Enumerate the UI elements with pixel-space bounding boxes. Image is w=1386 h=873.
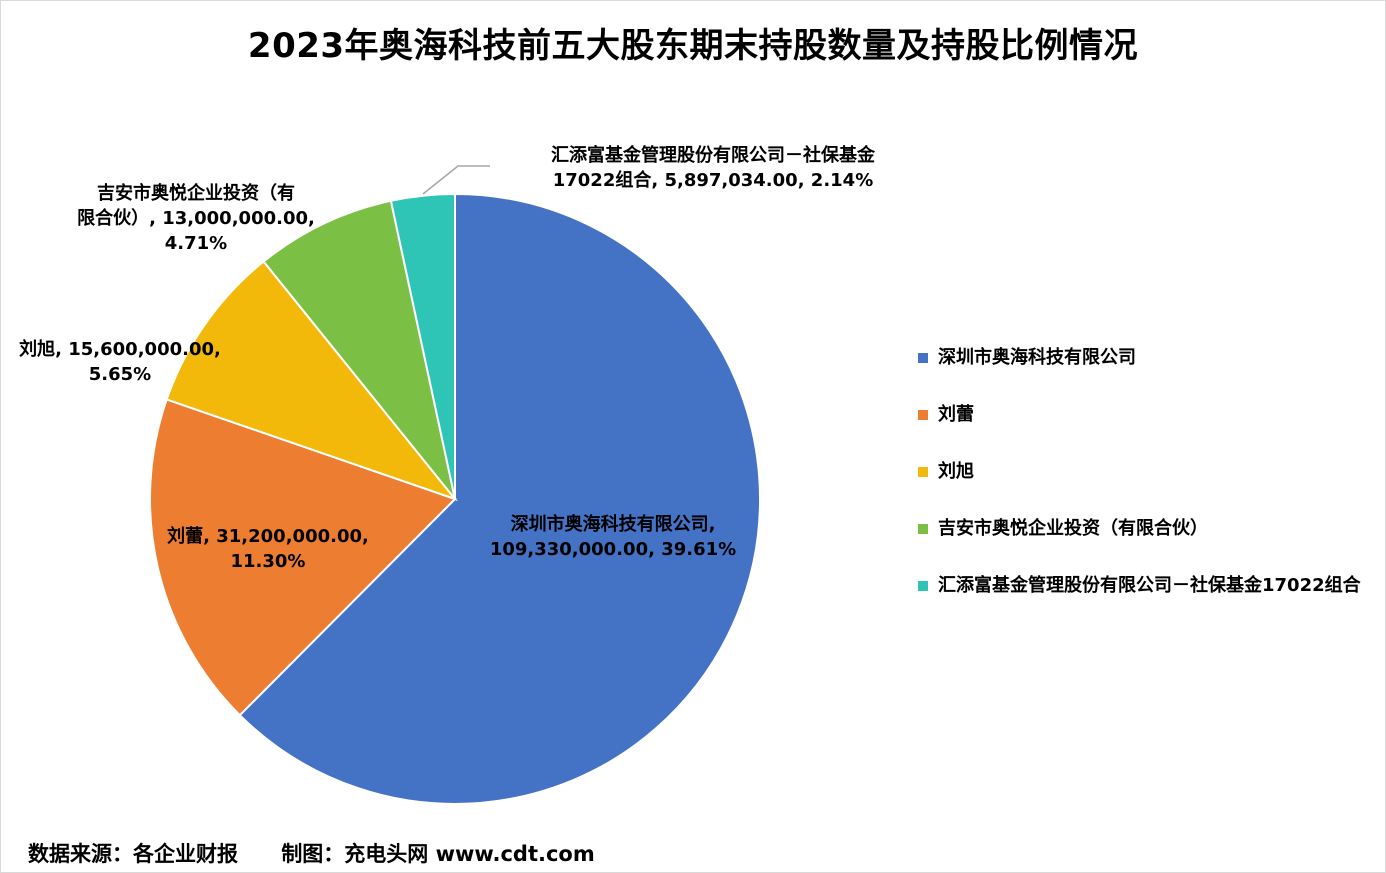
legend-swatch (918, 581, 928, 591)
pie-slice-jian-aoyue (262, 199, 456, 500)
pie-slice-huitianfu (389, 192, 456, 500)
data-label-line: 109,330,000.00, 39.61% (489, 539, 737, 560)
data-label-slice-4: 吉安市奥悦企业投资（有 限合伙）, 13,000,000.00, 4.71% (56, 181, 336, 256)
legend-swatch (918, 410, 928, 420)
legend-label: 深圳市奥海科技有限公司 (938, 347, 1136, 368)
data-label-slice-1: 深圳市奥海科技有限公司, 109,330,000.00, 39.61% (468, 512, 758, 562)
chart-legend: 深圳市奥海科技有限公司 刘蕾 刘旭 吉安市奥悦企业投资（有限合伙） 汇添富基金管… (918, 346, 1378, 631)
leader-line (422, 165, 490, 195)
legend-label: 汇添富基金管理股份有限公司－社保基金17022组合 (938, 575, 1361, 596)
data-label-line: 5.65% (88, 364, 152, 385)
data-label-line: 吉安市奥悦企业投资（有 (97, 183, 295, 204)
legend-item: 刘旭 (918, 460, 1378, 483)
pie-slice-liu-xu (165, 260, 458, 502)
legend-item: 汇添富基金管理股份有限公司－社保基金17022组合 (918, 574, 1378, 597)
legend-swatch (918, 353, 928, 363)
pie-slice-shenzhen-aohai (238, 192, 761, 805)
data-label-line: 限合伙）, 13,000,000.00, (77, 208, 315, 229)
data-label-slice-5: 汇添富基金管理股份有限公司－社保基金 17022组合, 5,897,034.00… (488, 143, 938, 193)
data-label-line: 深圳市奥海科技有限公司, (510, 514, 716, 535)
data-label-line: 11.30% (230, 551, 306, 572)
legend-swatch (918, 467, 928, 477)
chart-title: 2023年奥海科技前五大股东期末持股数量及持股比例情况 (247, 26, 1139, 66)
legend-item: 刘蕾 (918, 403, 1378, 426)
legend-label: 刘旭 (938, 461, 974, 482)
chart-footer: 数据来源：各企业财报 制图：充电头网 www.cdt.com (28, 838, 631, 868)
legend-label: 吉安市奥悦企业投资（有限合伙） (938, 518, 1208, 539)
legend-item: 深圳市奥海科技有限公司 (918, 346, 1378, 369)
data-label-line: 刘蕾, 31,200,000.00, (167, 526, 369, 547)
legend-swatch (918, 524, 928, 534)
data-label-line: 汇添富基金管理股份有限公司－社保基金 (551, 145, 875, 166)
data-label-line: 刘旭, 15,600,000.00, (19, 339, 221, 360)
source-note: 数据来源：各企业财报 (28, 842, 238, 866)
data-label-line: 4.71% (164, 233, 228, 254)
credit-note: 制图：充电头网 www.cdt.com (281, 842, 595, 866)
data-label-slice-3: 刘旭, 15,600,000.00, 5.65% (6, 337, 234, 387)
legend-item: 吉安市奥悦企业投资（有限合伙） (918, 517, 1378, 540)
data-label-slice-2: 刘蕾, 31,200,000.00, 11.30% (158, 524, 378, 574)
legend-label: 刘蕾 (938, 404, 974, 425)
data-label-line: 17022组合, 5,897,034.00, 2.14% (552, 170, 874, 191)
pie-slice-liu-lei (149, 398, 457, 717)
